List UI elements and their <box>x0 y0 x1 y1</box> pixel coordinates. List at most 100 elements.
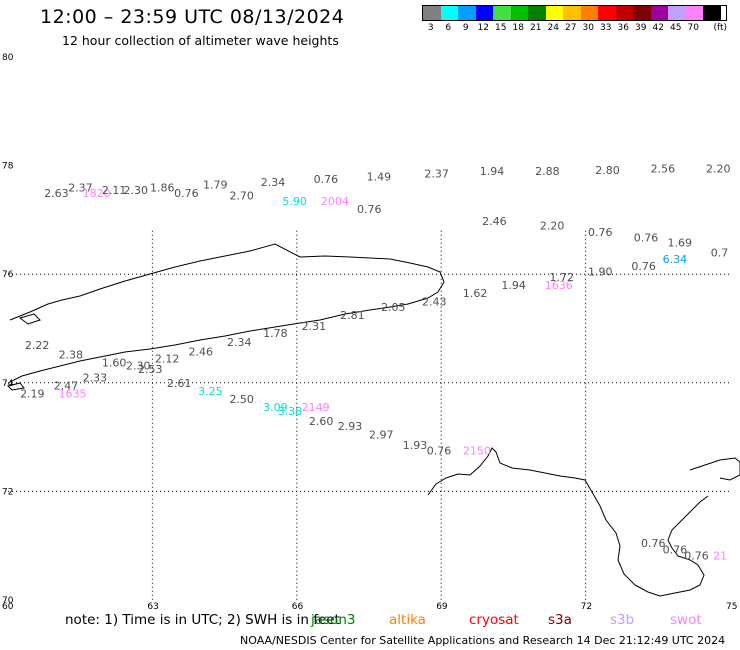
lat-tick-label: 70 <box>2 596 14 606</box>
wave-height-label: 2.61 <box>167 377 192 390</box>
satellite-altika: altika <box>389 612 426 628</box>
wave-height-label: 2.12 <box>155 352 180 365</box>
coastlines <box>7 243 740 597</box>
wave-height-label: 0.76 <box>631 260 656 273</box>
lon-tick-label: 60 <box>2 602 14 612</box>
wave-height-label: 2.60 <box>309 415 334 428</box>
satellite-jason3: jason3 <box>311 612 356 628</box>
gydan-coast <box>689 457 740 481</box>
lat-tick-label: 78 <box>2 162 14 172</box>
legend-label: 30 <box>582 23 594 33</box>
lat-tick-label: 76 <box>2 270 14 280</box>
lon-tick-label: 72 <box>581 602 592 612</box>
lon-tick-label: 63 <box>147 602 158 612</box>
wave-height-label: 2.20 <box>540 219 565 232</box>
legend-labels: 3 6 9 12 15 18 21 24 27 30 33 36 39 42 45 70 (ft) <box>422 23 727 33</box>
legend-swatch <box>423 6 441 20</box>
wave-height-label: 5.90 <box>282 195 307 208</box>
wave-height-label: 2.30 <box>124 184 149 197</box>
lon-tick-label: 69 <box>436 602 448 612</box>
legend-label: 3 <box>427 23 434 33</box>
wave-height-label: 2150 <box>463 445 491 458</box>
wave-height-label: 2.37 <box>424 168 449 181</box>
graticule <box>8 230 730 600</box>
wave-height-label: 0.76 <box>641 537 666 550</box>
wave-height-label: 2.97 <box>369 428 394 441</box>
legend-swatch <box>458 6 476 20</box>
wave-height-label: 2.46 <box>482 215 507 228</box>
satellite-swot: swot <box>670 612 702 628</box>
legend-swatch <box>440 6 458 20</box>
satellite-s3b: s3b <box>610 612 635 628</box>
legend-swatch <box>475 6 493 20</box>
legend-label: 36 <box>617 23 629 33</box>
wave-height-label: 2.63 <box>44 187 68 200</box>
lon-tick-label: 75 <box>726 602 737 612</box>
wave-height-label: 2149 <box>302 401 330 414</box>
wave-height-label: 3.25 <box>198 385 223 398</box>
lat-tick-label: 80 <box>2 53 14 63</box>
wave-height-label: 2.22 <box>25 339 49 352</box>
wave-height-label: 21 <box>713 549 727 562</box>
wave-height-label: 1.90 <box>588 265 613 278</box>
wave-height-label: 1.60 <box>102 357 127 370</box>
novaya-zemlya-north-coast <box>9 243 445 383</box>
legend-label: 9 <box>462 23 469 33</box>
legend-label: 12 <box>477 23 489 33</box>
legend-swatch <box>545 6 563 20</box>
legend-swatch <box>633 6 651 20</box>
satellite-s3a: s3a <box>548 612 572 628</box>
wave-height-label: 1.62 <box>463 287 488 300</box>
legend-label: 18 <box>512 23 524 33</box>
lon-tick-label: 66 <box>292 602 304 612</box>
wave-height-label: 0.76 <box>357 203 382 216</box>
wave-height-label: 1.93 <box>403 439 428 452</box>
wave-height-label: 0.76 <box>634 231 659 244</box>
wave-height-label: 1.69 <box>667 237 692 250</box>
wave-height-label: 2.50 <box>229 393 254 406</box>
wave-height-label: 0.76 <box>663 544 688 557</box>
yamal-peninsula-coast <box>427 447 709 597</box>
wave-height-label: 2.53 <box>138 363 163 376</box>
wave-height-label: 3.09 <box>263 401 288 414</box>
wave-height-label: 6.34 <box>663 253 688 266</box>
wave-height-label: 2.05 <box>381 301 406 314</box>
wave-height-label: 2.47 <box>54 380 78 393</box>
wave-height-label: 2.34 <box>227 336 252 349</box>
legend-label: 42 <box>652 23 664 33</box>
wave-height-label: 2.11 <box>102 184 127 197</box>
coastal-islet-2 <box>7 382 25 391</box>
wave-height-label: 2.56 <box>651 162 676 175</box>
legend-swatch <box>580 6 598 20</box>
wave-height-label: 0.76 <box>427 445 452 458</box>
satellite-cryosat: cryosat <box>469 612 519 628</box>
legend-swatch <box>650 6 668 20</box>
wave-height-label: 2.93 <box>338 420 363 433</box>
legend-label: 6 <box>445 23 452 33</box>
wave-height-label: 1635 <box>59 388 87 401</box>
legend-swatch <box>685 6 703 20</box>
wave-height-label: 0.76 <box>174 187 199 200</box>
legend-swatch <box>528 6 546 20</box>
wave-height-label: 2.80 <box>595 164 620 177</box>
wave-height-label: 2004 <box>321 195 349 208</box>
credit-line: NOAA/NESDIS Center for Satellite Applica… <box>240 634 726 647</box>
legend-swatch <box>598 6 616 20</box>
page-title: 12:00 – 23:59 UTC 08/13/2024 <box>40 6 345 28</box>
wave-height-label: 1.79 <box>203 179 228 192</box>
wave-height-label: 1820 <box>83 187 111 200</box>
wave-height-label: 1.86 <box>150 181 175 194</box>
wave-height-label: 2.19 <box>20 388 45 401</box>
legend-label: 27 <box>565 23 577 33</box>
footer-note: note: 1) Time is in UTC; 2) SWH is in fe… <box>65 612 340 628</box>
wave-height-label: 2.37 <box>68 181 93 194</box>
wave-height-label: 1.49 <box>367 170 392 183</box>
legend-label: 21 <box>530 23 542 33</box>
legend-label: 24 <box>547 23 559 33</box>
wave-height-label: 2.81 <box>340 309 365 322</box>
legend-swatch <box>510 6 528 20</box>
wave-height-label: 1.94 <box>501 279 526 292</box>
page-subtitle: 12 hour collection of altimeter wave hei… <box>62 33 339 48</box>
